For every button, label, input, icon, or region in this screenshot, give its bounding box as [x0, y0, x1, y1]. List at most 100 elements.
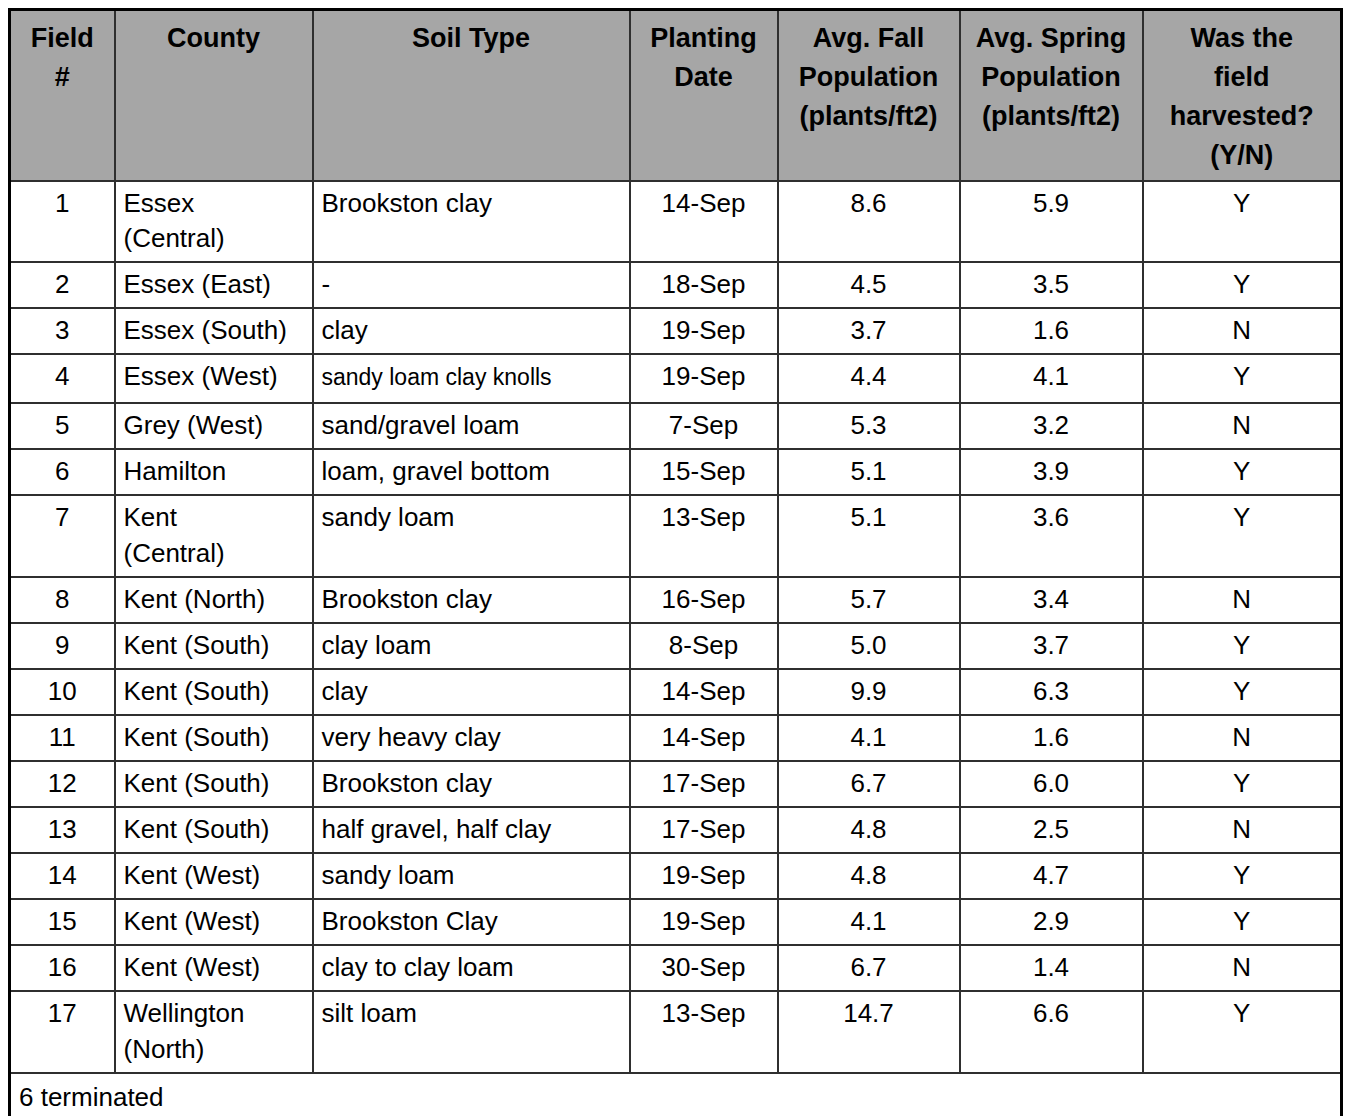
spring-population-cell: 1.6 — [960, 715, 1143, 761]
harvested-cell: Y — [1143, 495, 1342, 577]
field-number-cell: 10 — [10, 669, 115, 715]
planting-date-cell: 19-Sep — [630, 899, 778, 945]
planting-date-cell: 8-Sep — [630, 623, 778, 669]
harvested-cell: Y — [1143, 449, 1342, 495]
table-row: 7 Kent (Central) sandy loam 13-Sep 5.1 3… — [10, 495, 1342, 577]
field-number-cell: 12 — [10, 761, 115, 807]
field-number-cell: 5 — [10, 403, 115, 449]
planting-date-cell: 16-Sep — [630, 577, 778, 623]
harvested-cell: Y — [1143, 623, 1342, 669]
fall-population-cell: 4.8 — [778, 807, 960, 853]
table-row: 12 Kent (South) Brookston clay 17-Sep 6.… — [10, 761, 1342, 807]
county-cell: Essex (West) — [115, 354, 313, 403]
planting-date-cell: 30-Sep — [630, 945, 778, 991]
spring-population-cell: 6.0 — [960, 761, 1143, 807]
soil-type-cell: sandy loam clay knolls — [313, 354, 630, 403]
harvested-cell: N — [1143, 403, 1342, 449]
county-cell: Kent (South) — [115, 761, 313, 807]
planting-date-cell: 13-Sep — [630, 991, 778, 1073]
fall-population-cell: 4.8 — [778, 853, 960, 899]
table-row: 5 Grey (West) sand/gravel loam 7-Sep 5.3… — [10, 403, 1342, 449]
soil-type-cell: Brookston clay — [313, 181, 630, 263]
planting-date-cell: 14-Sep — [630, 181, 778, 263]
county-cell: Kent (North) — [115, 577, 313, 623]
county-cell: Kent (West) — [115, 899, 313, 945]
county-cell: Essex (South) — [115, 308, 313, 354]
field-number-cell: 6 — [10, 449, 115, 495]
fall-population-cell: 5.3 — [778, 403, 960, 449]
spring-population-cell: 3.4 — [960, 577, 1143, 623]
col-header-fall-population: Avg. Fall Population (plants/ft2) — [778, 10, 960, 181]
harvested-cell: N — [1143, 715, 1342, 761]
spring-population-cell: 6.6 — [960, 991, 1143, 1073]
field-number-cell: 9 — [10, 623, 115, 669]
county-cell: Kent (South) — [115, 669, 313, 715]
planting-date-cell: 14-Sep — [630, 669, 778, 715]
soil-type-cell: very heavy clay — [313, 715, 630, 761]
county-cell: Grey (West) — [115, 403, 313, 449]
fall-population-cell: 14.7 — [778, 991, 960, 1073]
fall-population-cell: 5.1 — [778, 449, 960, 495]
fall-population-cell: 4.5 — [778, 262, 960, 308]
soil-type-cell: Brookston clay — [313, 577, 630, 623]
spring-population-cell: 2.5 — [960, 807, 1143, 853]
planting-date-cell: 19-Sep — [630, 354, 778, 403]
fall-population-cell: 8.6 — [778, 181, 960, 263]
harvested-cell: Y — [1143, 761, 1342, 807]
col-header-county: County — [115, 10, 313, 181]
soil-type-cell: sand/gravel loam — [313, 403, 630, 449]
field-survey-table: Field # County Soil Type Planting Date A… — [8, 8, 1343, 1116]
harvested-cell: N — [1143, 945, 1342, 991]
harvested-cell: Y — [1143, 262, 1342, 308]
fall-population-cell: 5.1 — [778, 495, 960, 577]
spring-population-cell: 3.2 — [960, 403, 1143, 449]
summary-row: 6 terminated 11 harvested — [10, 1073, 1342, 1116]
soil-type-cell: clay — [313, 308, 630, 354]
col-header-soil-type: Soil Type — [313, 10, 630, 181]
soil-type-cell: - — [313, 262, 630, 308]
table-row: 4 Essex (West) sandy loam clay knolls 19… — [10, 354, 1342, 403]
fall-population-cell: 6.7 — [778, 945, 960, 991]
harvested-cell: Y — [1143, 181, 1342, 263]
soil-type-cell: clay to clay loam — [313, 945, 630, 991]
field-number-cell: 17 — [10, 991, 115, 1073]
planting-date-cell: 13-Sep — [630, 495, 778, 577]
county-cell: Kent (Central) — [115, 495, 313, 577]
table-row: 14 Kent (West) sandy loam 19-Sep 4.8 4.7… — [10, 853, 1342, 899]
table-row: 6 Hamilton loam, gravel bottom 15-Sep 5.… — [10, 449, 1342, 495]
spring-population-cell: 4.7 — [960, 853, 1143, 899]
soil-type-cell: sandy loam — [313, 495, 630, 577]
table-row: 16 Kent (West) clay to clay loam 30-Sep … — [10, 945, 1342, 991]
table-row: 15 Kent (West) Brookston Clay 19-Sep 4.1… — [10, 899, 1342, 945]
county-cell: Kent (West) — [115, 853, 313, 899]
fall-population-cell: 5.7 — [778, 577, 960, 623]
fall-population-cell: 6.7 — [778, 761, 960, 807]
summary-cell: 6 terminated 11 harvested — [10, 1073, 1342, 1116]
col-header-field-number: Field # — [10, 10, 115, 181]
soil-type-cell: Brookston Clay — [313, 899, 630, 945]
spring-population-cell: 1.4 — [960, 945, 1143, 991]
planting-date-cell: 17-Sep — [630, 807, 778, 853]
table-row: 17 Wellington (North) silt loam 13-Sep 1… — [10, 991, 1342, 1073]
fall-population-cell: 4.1 — [778, 715, 960, 761]
field-number-cell: 15 — [10, 899, 115, 945]
table-row: 13 Kent (South) half gravel, half clay 1… — [10, 807, 1342, 853]
county-cell: Kent (West) — [115, 945, 313, 991]
spring-population-cell: 3.6 — [960, 495, 1143, 577]
soil-type-cell: half gravel, half clay — [313, 807, 630, 853]
harvested-cell: Y — [1143, 991, 1342, 1073]
harvested-cell: Y — [1143, 354, 1342, 403]
harvested-cell: Y — [1143, 853, 1342, 899]
field-number-cell: 2 — [10, 262, 115, 308]
county-cell: Hamilton — [115, 449, 313, 495]
fall-population-cell: 4.4 — [778, 354, 960, 403]
harvested-cell: N — [1143, 308, 1342, 354]
spring-population-cell: 5.9 — [960, 181, 1143, 263]
spring-population-cell: 4.1 — [960, 354, 1143, 403]
county-cell: Essex (Central) — [115, 181, 313, 263]
fall-population-cell: 9.9 — [778, 669, 960, 715]
field-number-cell: 3 — [10, 308, 115, 354]
planting-date-cell: 17-Sep — [630, 761, 778, 807]
field-number-cell: 8 — [10, 577, 115, 623]
county-cell: Kent (South) — [115, 807, 313, 853]
